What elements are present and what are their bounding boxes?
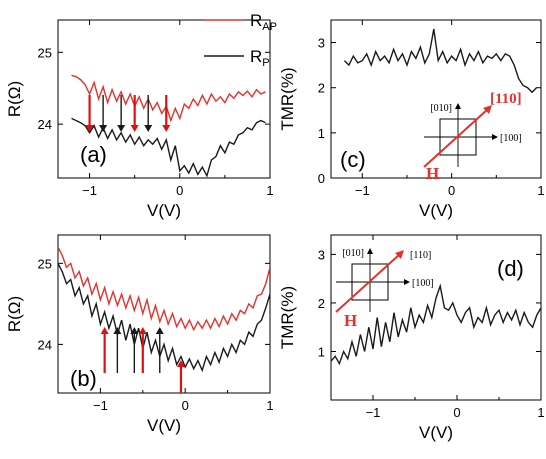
panel-label: (b) xyxy=(70,366,97,391)
series-line-tmr xyxy=(331,283,541,366)
y-tick-label: 2 xyxy=(318,81,325,96)
series-line-r-p xyxy=(58,263,270,373)
x-tick-label: 1 xyxy=(266,183,273,198)
x-tick-label: −1 xyxy=(366,405,381,420)
inset-field-arrow xyxy=(423,108,489,168)
y-tick-label: 25 xyxy=(38,45,52,60)
marker-arrow-head xyxy=(85,125,94,132)
marker-arrow-head xyxy=(100,327,109,334)
legend-label-rap-sub: AP xyxy=(262,21,277,33)
inset-x-arrowhead xyxy=(404,279,410,285)
y-tick-label: 1 xyxy=(318,126,325,141)
legend-label-rap: RAP xyxy=(250,11,277,33)
inset-label-110: [110] xyxy=(410,250,431,261)
inset-label-100: [100] xyxy=(500,133,522,144)
y-tick-label: 3 xyxy=(318,36,325,51)
y-tick-label: 24 xyxy=(38,337,52,352)
y-tick-label: 1 xyxy=(318,344,325,359)
panel-label: (d) xyxy=(497,256,524,281)
inset-field-arrowhead xyxy=(395,250,404,259)
x-tick-label: 0 xyxy=(182,398,189,413)
inset-label-010: [010] xyxy=(342,248,364,259)
x-tick-label: 1 xyxy=(537,183,544,198)
y-tick-label: 0 xyxy=(318,171,325,186)
inset-field-arrowhead xyxy=(483,105,492,114)
x-tick-label: 0 xyxy=(453,405,460,420)
series-line-tmr xyxy=(343,28,538,94)
chart-panel-a: −1 0 1 24 25 V(V) R(Ω) (a) xyxy=(5,19,274,220)
y-axis-label: TMR(%) xyxy=(278,67,297,130)
x-axis-label: V(V) xyxy=(147,416,181,435)
x-tick-label: 0 xyxy=(448,183,455,198)
panel-label: (c) xyxy=(340,147,366,172)
marker-arrow-head xyxy=(176,360,185,367)
y-axis-label: TMR(%) xyxy=(278,286,297,349)
inset-label-100: [100] xyxy=(412,278,434,289)
plot-frame xyxy=(330,19,542,179)
y-axis-label: R(Ω) xyxy=(5,296,24,332)
marker-arrow-head xyxy=(130,125,139,132)
series-line-r-ap xyxy=(58,246,270,332)
inset-y-arrowhead xyxy=(455,103,461,109)
inset-label-010: [010] xyxy=(430,103,452,114)
x-tick-label: −1 xyxy=(82,183,97,198)
legend: RAP RP xyxy=(204,11,277,69)
y-axis-label: R(Ω) xyxy=(5,81,24,117)
panel-label: (a) xyxy=(80,142,107,167)
x-tick-label: 1 xyxy=(266,398,273,413)
plot-frame xyxy=(57,19,271,179)
marker-arrow-head xyxy=(113,327,122,334)
inset-field-arrow xyxy=(335,253,401,313)
marker-arrow-head xyxy=(117,125,126,132)
x-tick-label: 0 xyxy=(176,183,183,198)
inset-label-h: H xyxy=(344,311,357,330)
x-axis-label: V(V) xyxy=(147,201,181,220)
y-tick-label: 3 xyxy=(318,247,325,262)
inset-x-arrowhead xyxy=(492,134,498,140)
x-axis-label: V(V) xyxy=(419,423,453,442)
inset-label-h: H xyxy=(426,164,439,183)
x-tick-label: −1 xyxy=(93,398,108,413)
marker-arrow-head xyxy=(99,125,108,132)
y-tick-label: 2 xyxy=(318,296,325,311)
marker-arrow-head xyxy=(130,327,139,334)
chart-panel-d: −1 0 1 1 2 3 V(V) TMR(%) (d) [010] [100] [110] H xyxy=(278,234,545,442)
legend-label-rp: RP xyxy=(250,47,270,69)
x-tick-label: −1 xyxy=(355,183,370,198)
marker-arrow-head xyxy=(138,327,147,334)
x-axis-label: V(V) xyxy=(419,201,453,220)
plot-frame xyxy=(57,234,271,394)
marker-arrow-head xyxy=(162,125,171,132)
y-tick-label: 25 xyxy=(38,256,52,271)
legend-label-rp-sub: P xyxy=(262,57,269,69)
chart-panel-c: −1 0 1 0 1 2 3 V(V) TMR(%) (c) [010] [100] [110] H xyxy=(278,19,545,220)
inset-label-110: [110] xyxy=(490,91,522,107)
series-line-r-ap xyxy=(71,74,266,123)
chart-panel-b: −1 0 1 24 25 V(V) R(Ω) (b) xyxy=(5,234,274,435)
y-tick-label: 24 xyxy=(38,117,52,132)
marker-arrow-head xyxy=(155,327,164,334)
plot-frame xyxy=(330,234,542,401)
x-tick-label: 1 xyxy=(537,405,544,420)
inset-y-arrowhead xyxy=(367,248,373,254)
marker-arrow-head xyxy=(144,125,153,132)
